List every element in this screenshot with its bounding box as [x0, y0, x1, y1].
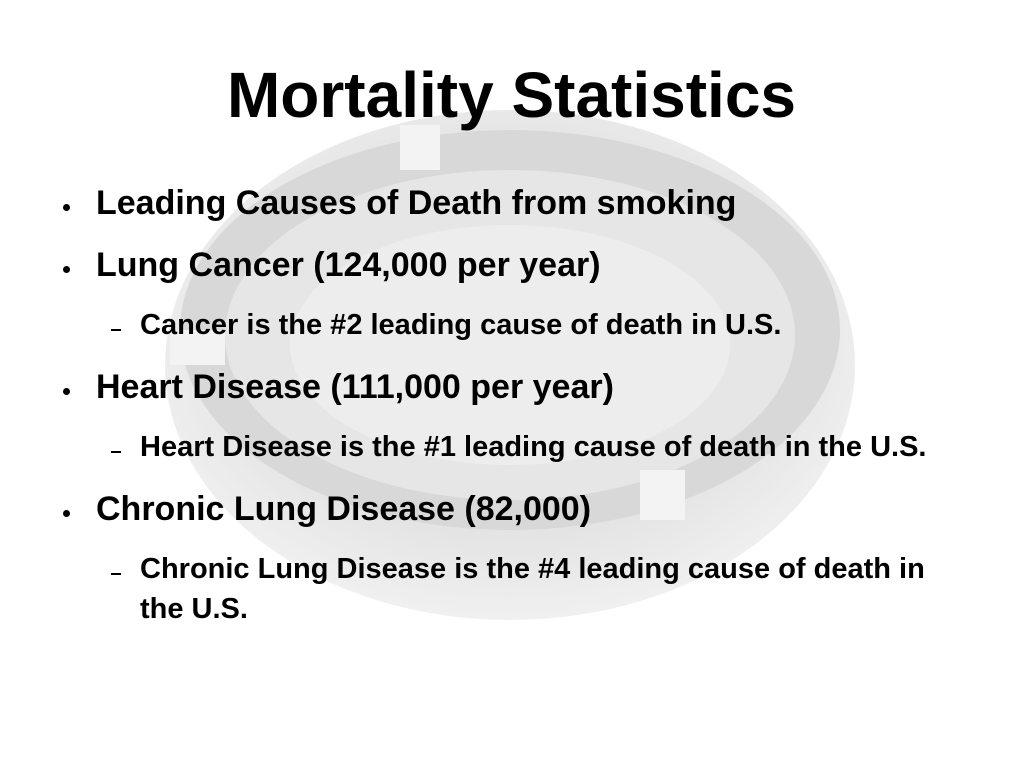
sub-bullet-item: Cancer is the #2 leading cause of death … [0, 305, 975, 345]
bullet-item: Leading Causes of Death from smoking [0, 183, 1023, 223]
bullet-item: Chronic Lung Disease (82,000) [0, 489, 1023, 529]
bullet-item: Heart Disease (111,000 per year) [0, 367, 1023, 407]
sub-bullet-item: Heart Disease is the #1 leading cause of… [0, 427, 975, 467]
bullet-item: Lung Cancer (124,000 per year) [0, 245, 1023, 285]
slide-title: Mortality Statistics [226, 59, 797, 131]
bullet-list: Leading Causes of Death from smoking Lung… [0, 161, 1023, 629]
sub-bullet-item: Chronic Lung Disease is the #4 leading c… [0, 549, 975, 629]
